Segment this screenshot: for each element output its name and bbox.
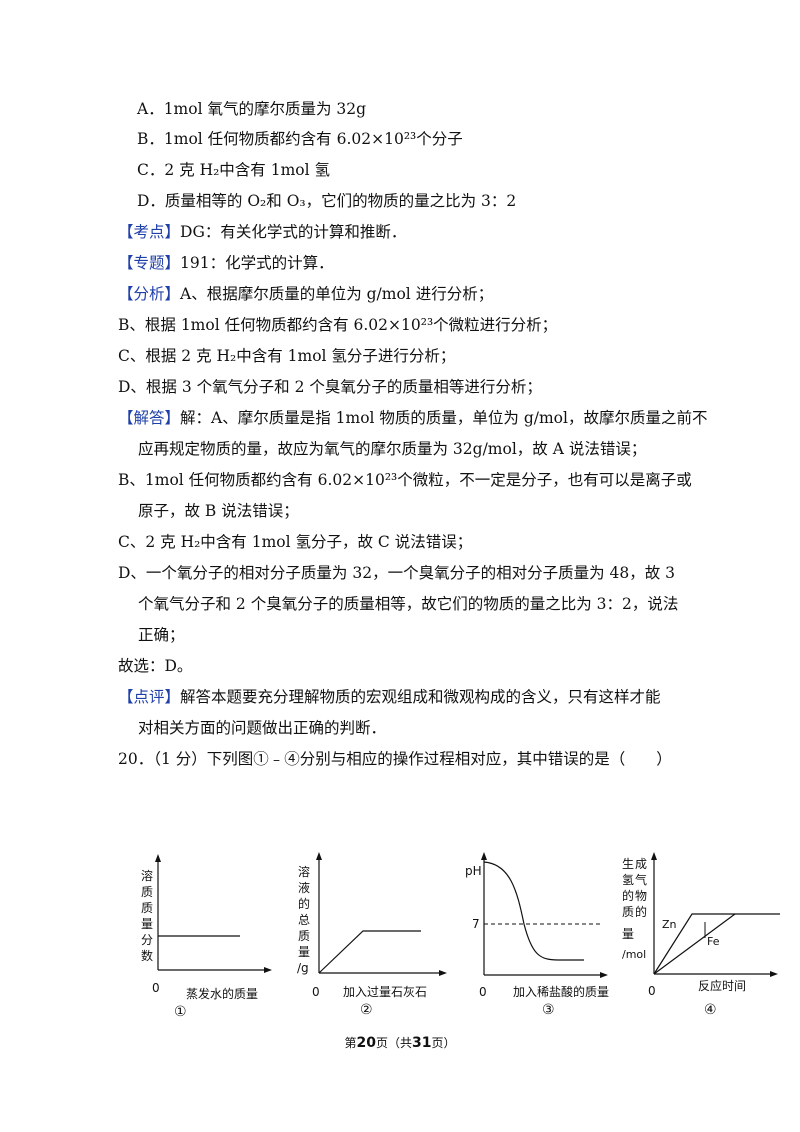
fig3-xlabel: 加入稀盐酸的质量 xyxy=(513,984,609,999)
fig4-origin: 0 xyxy=(648,984,656,998)
fig2-yunit: /g xyxy=(297,961,309,975)
answer-c: C、2 克 H₂中含有 1mol 氢分子，故 C 说法错误； xyxy=(118,533,473,551)
fig1-number: ① xyxy=(174,1004,187,1020)
figure-1: 溶 质 质 量 分 数 0 蒸发水的质量 ① xyxy=(141,854,272,1020)
option-b: B．1mol 任何物质都约含有 6.02×10²³个分子 xyxy=(137,130,463,148)
answer-d-cont2: 正确； xyxy=(138,626,185,644)
jieda-tag: 【解答】 xyxy=(118,409,181,427)
fig4-ylabel-1: 生 xyxy=(622,857,634,871)
analysis-b: B、根据 1mol 任何物质都约含有 6.02×10²³个微粒进行分析； xyxy=(118,316,558,334)
answer-choice: 故选：D。 xyxy=(118,657,193,675)
fig4-series-fe: Fe xyxy=(707,935,720,948)
figure-2: 溶 液 的 总 质 量 /g 0 加入过量石灰石 ② xyxy=(297,852,447,1018)
dianping-line: 【点评】解答本题要充分理解物质的宏观组成和微观构成的含义，只有这样才能 xyxy=(118,688,661,706)
fig3-ylabel: pH xyxy=(465,864,482,878)
total-pages: 31 xyxy=(412,1035,432,1051)
fig1-ylabel-1: 溶 xyxy=(141,868,153,883)
fig4-ylabel-2: 成 xyxy=(635,857,647,871)
analysis-c: C、根据 2 克 H₂中含有 1mol 氢分子进行分析； xyxy=(118,347,456,365)
fig2-ylabel-5: 质 xyxy=(298,929,310,943)
fig1-ylabel-5: 分 xyxy=(141,933,153,947)
fig1-ylabel-4: 量 xyxy=(141,917,153,931)
fig2-ylabel-3: 的 xyxy=(298,896,310,911)
fig2-ylabel-4: 总 xyxy=(298,913,310,927)
fig2-origin: 0 xyxy=(312,985,320,999)
page-number: 20 xyxy=(356,1035,376,1051)
fig4-series-zn: Zn xyxy=(662,918,677,931)
jieda-line: 【解答】解：A、摩尔质量是指 1mol 物质的质量，单位为 g/mol，故摩尔质… xyxy=(118,409,708,427)
fig1-xlabel: 蒸发水的质量 xyxy=(186,986,258,1001)
figure-3: pH 7 0 加入稀盐酸的质量 ③ xyxy=(465,852,609,1018)
fig1-origin: 0 xyxy=(152,981,160,995)
fenxi-tag: 【分析】 xyxy=(118,285,181,303)
fig4-yunit: /mol xyxy=(622,948,646,961)
option-a: A．1mol 氧气的摩尔质量为 32g xyxy=(137,100,367,118)
fig4-ylabel-8: 的 xyxy=(635,904,647,919)
fig2-ylabel-1: 溶 xyxy=(298,864,310,879)
dianping-tag: 【点评】 xyxy=(118,688,181,706)
page-footer: 第20页（共31页） xyxy=(344,1035,456,1051)
answer-d: D、一个氧分子的相对分子质量为 32，一个臭氧分子的相对分子质量为 48，故 3 xyxy=(118,564,676,582)
kaodian-tag: 【考点】 xyxy=(118,223,181,241)
fig4-ylabel-7: 质 xyxy=(622,905,634,919)
fig3-number: ③ xyxy=(542,1002,555,1018)
option-d: D．质量相等的 O₂和 O₃，它们的物质的量之比为 3：2 xyxy=(137,192,517,210)
fig4-ylabel-3: 氢 xyxy=(622,872,634,887)
fig3-origin: 0 xyxy=(479,985,487,999)
fig3-ref: 7 xyxy=(472,917,480,931)
fig4-ylabel-6: 物 xyxy=(635,889,647,903)
option-c: C．2 克 H₂中含有 1mol 氢 xyxy=(137,161,331,179)
answer-d-cont: 个氧气分子和 2 个臭氧分子的质量相等，故它们的物质的量之比为 3：2，说法 xyxy=(138,595,679,613)
fig4-ylabel-5: 的 xyxy=(622,888,634,903)
fig4-xlabel: 反应时间 xyxy=(698,978,746,993)
fig1-ylabel-3: 质 xyxy=(141,901,153,915)
fenxi-line: 【分析】A、根据摩尔质量的单位为 g/mol 进行分析； xyxy=(118,285,494,303)
fig2-ylabel-6: 量 xyxy=(298,945,310,959)
fig4-ylabel-4: 气 xyxy=(635,872,647,887)
fig1-ylabel-6: 数 xyxy=(141,948,153,963)
zhuanti-tag: 【专题】 xyxy=(118,254,181,272)
answer-b: B、1mol 任何物质都约含有 6.02×10²³个微粒，不一定是分子，也有可以… xyxy=(118,471,692,489)
answer-b-cont: 原子，故 B 说法错误； xyxy=(138,502,299,520)
answer-a-cont: 应再规定物质的量，故应为氧气的摩尔质量为 32g/mol，故 A 说法错误； xyxy=(138,440,647,458)
fig1-ylabel-2: 质 xyxy=(141,885,153,899)
fig2-ylabel-2: 液 xyxy=(298,880,310,895)
fig2-xlabel: 加入过量石灰石 xyxy=(343,985,427,999)
comment-cont: 对相关方面的问题做出正确的判断． xyxy=(138,719,387,737)
fig2-number: ② xyxy=(360,1002,373,1018)
figure-4: 生 成 氢 气 的 物 质 的 量 /mol Zn Fe 0 反应时间 ④ xyxy=(622,852,780,1018)
question-20: 20．（1 分）下列图①﹣④分别与相应的操作过程相对应，其中错误的是（ ） xyxy=(118,750,672,768)
analysis-d: D、根据 3 个氧气分子和 2 个臭氧分子的质量相等进行分析； xyxy=(118,378,542,396)
fig4-number: ④ xyxy=(704,1002,717,1018)
kaodian-line: 【考点】DG：有关化学式的计算和推断． xyxy=(118,223,407,241)
zhuanti-line: 【专题】191：化学式的计算． xyxy=(118,254,334,272)
fig4-ylabel-9: 量 xyxy=(622,927,634,941)
